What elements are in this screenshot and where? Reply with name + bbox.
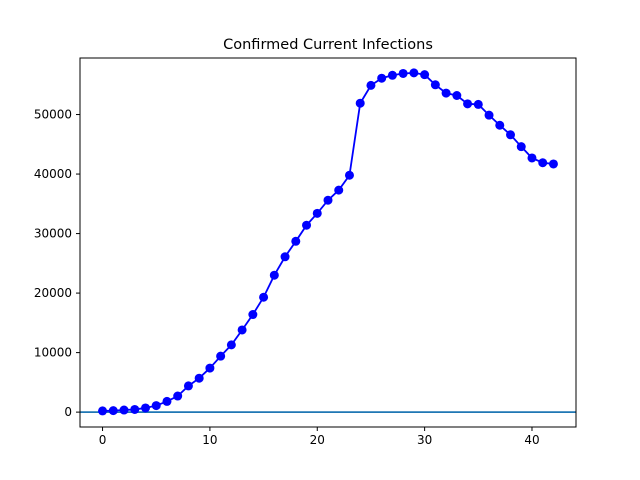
data-point [269,270,279,280]
plot-area-frame [79,57,577,428]
data-point [355,98,365,108]
data-point [366,80,376,90]
data-point [430,80,440,90]
data-point [409,68,419,78]
data-point [312,208,322,218]
data-point [140,403,150,413]
y-tick-label: 10000 [34,346,72,360]
data-point [183,381,193,391]
x-axis: 0 10 20 30 40 [99,427,540,447]
series-line [102,71,554,412]
data-point [452,91,462,100]
data-point [226,340,236,350]
data-point [194,373,204,383]
data-point [302,220,312,230]
data-series [98,68,558,416]
data-point [130,404,140,414]
data-point [398,68,408,78]
y-axis: 0 10000 20000 30000 40000 50000 [34,108,80,419]
data-point [527,153,537,163]
data-point [538,158,548,168]
data-point [205,363,215,373]
data-point [119,405,129,415]
data-point [473,99,483,109]
data-point [237,325,247,335]
x-tick-label: 0 [99,433,107,447]
data-point [387,70,397,80]
data-point [377,73,387,83]
data-point [248,310,258,320]
data-point [516,142,526,152]
data-point [173,391,183,401]
data-point [291,236,301,246]
x-tick-label: 10 [202,433,217,447]
data-point [334,185,344,195]
y-tick-label: 30000 [34,227,72,241]
y-tick-label: 20000 [34,286,72,300]
data-point [108,406,118,416]
data-point [162,396,172,406]
data-point [420,70,430,80]
data-point [98,406,108,416]
data-point [441,88,451,98]
x-tick-label: 30 [417,433,432,447]
data-point [495,120,505,130]
data-point [463,99,473,109]
data-point [216,351,226,361]
data-point [259,292,269,302]
x-tick-label: 40 [524,433,539,447]
data-point [323,195,333,205]
data-point [506,130,516,140]
data-point [548,159,558,169]
data-point [484,110,494,120]
data-point [151,401,161,411]
chart-title: Confirmed Current Infections [223,37,433,53]
data-point [280,252,290,262]
y-tick-label: 40000 [34,167,72,181]
y-tick-label: 50000 [34,108,72,122]
data-point [344,170,354,180]
y-tick-label: 0 [64,405,72,419]
x-tick-label: 20 [310,433,325,447]
